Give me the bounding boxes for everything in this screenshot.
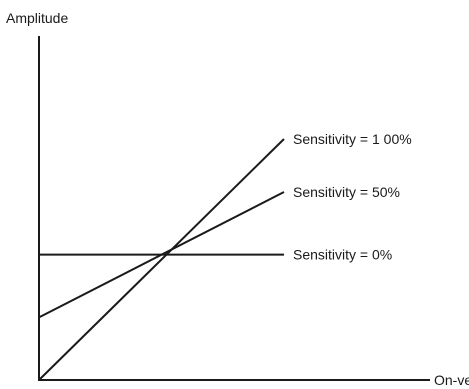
series-label-sensitivity-0: Sensitivity = 0% (293, 247, 392, 263)
series-line-sensitivity-100 (38, 138, 285, 381)
series-label-layer: Sensitivity = 1 00% Sensitivity = 50% Sens… (293, 131, 412, 263)
y-axis-label: Amplitude (6, 10, 68, 26)
series-label-sensitivity-100: Sensitivity = 1 00% (293, 131, 412, 147)
series-layer (38, 138, 285, 381)
series-label-sensitivity-50: Sensitivity = 50% (293, 184, 400, 200)
x-axis-label: On-velocity (434, 372, 469, 388)
axes (38, 36, 430, 381)
